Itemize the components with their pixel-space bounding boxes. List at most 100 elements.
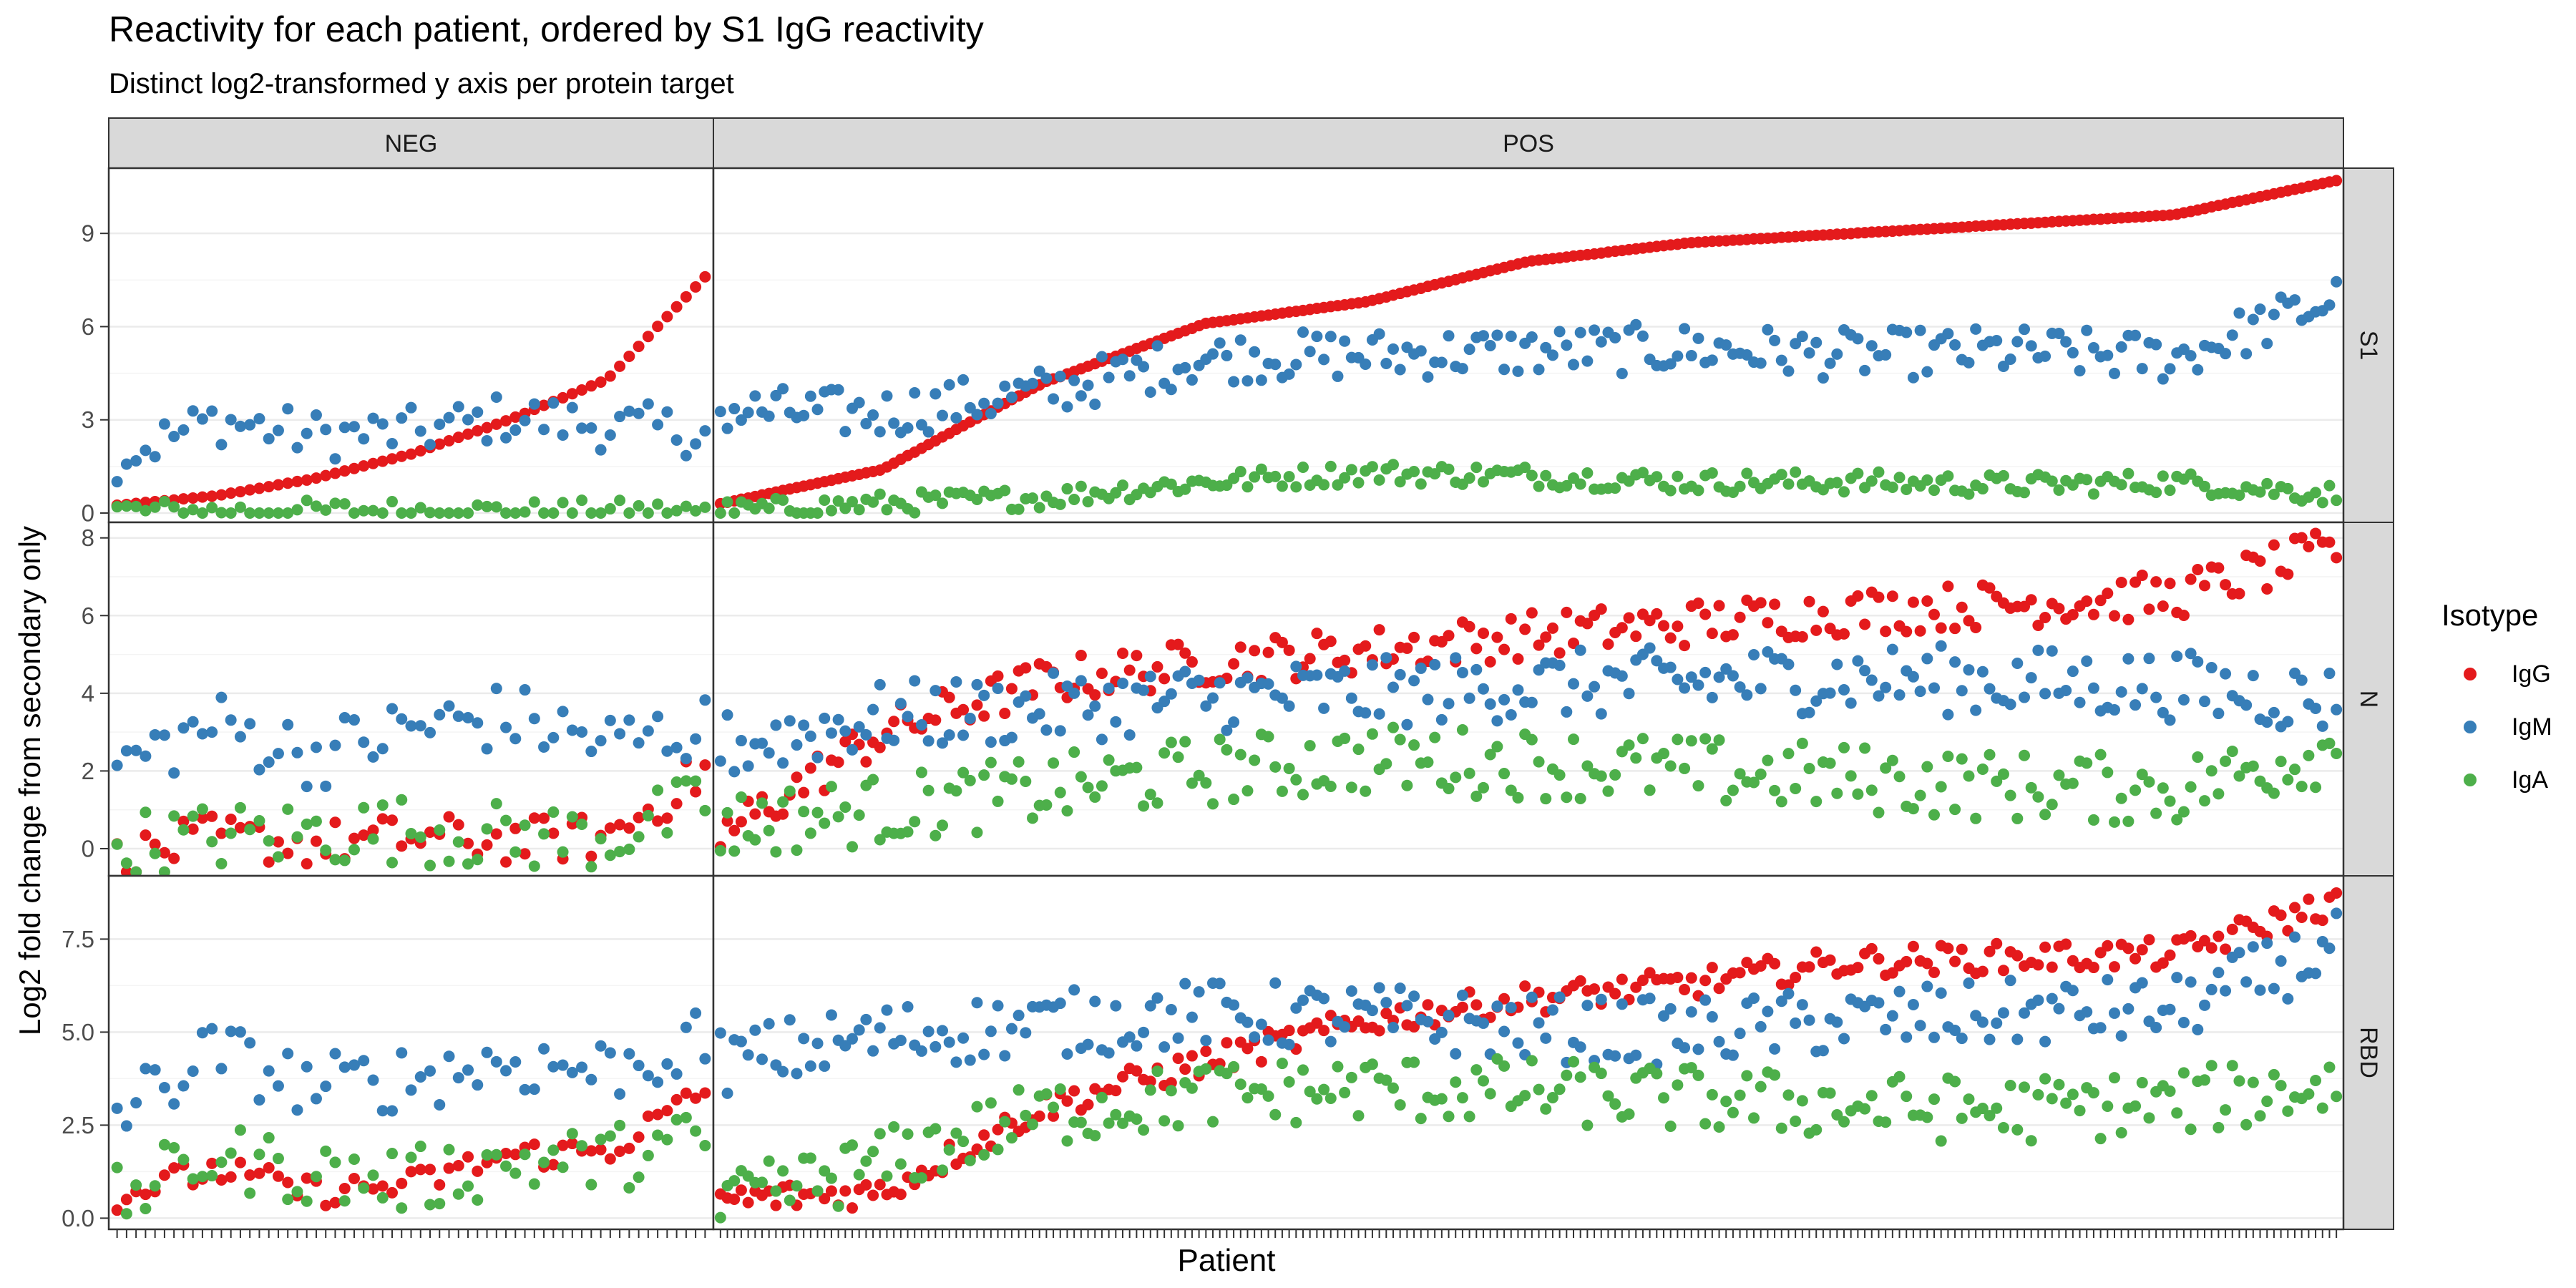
point-iga [909, 816, 921, 828]
point-iga [804, 1152, 816, 1164]
point-igm [2004, 353, 2016, 366]
point-igm [985, 407, 997, 419]
point-iga [2011, 812, 2024, 824]
point-igm [2157, 373, 2169, 385]
point-igm [1512, 365, 1524, 377]
point-iga [2268, 1068, 2280, 1080]
point-iga [310, 500, 322, 512]
point-igg [405, 1166, 417, 1178]
point-igm [2310, 967, 2322, 980]
point-iga [338, 854, 351, 867]
point-igm [2323, 299, 2336, 311]
point-igm [847, 743, 858, 756]
point-iga [282, 507, 294, 519]
point-igg [2032, 959, 2044, 971]
point-igg [2185, 930, 2197, 942]
point-igg [2102, 940, 2114, 952]
point-igg [386, 1186, 398, 1199]
point-iga [1443, 463, 1455, 475]
point-iga [434, 1198, 446, 1210]
point-igm [749, 390, 761, 402]
point-igm [652, 711, 664, 723]
point-igm [1692, 679, 1704, 691]
point-igg [329, 816, 341, 829]
point-igm [1082, 1038, 1094, 1050]
point-igg [1803, 961, 1815, 973]
point-igm [301, 427, 313, 439]
point-iga [1595, 770, 1607, 782]
y-tick-label: 0 [82, 499, 94, 526]
point-igg [777, 808, 789, 820]
point-iga [825, 781, 837, 793]
point-iga [2129, 784, 2142, 796]
point-igm [1020, 690, 1032, 702]
point-iga [2247, 1076, 2259, 1088]
point-iga [1373, 474, 1385, 486]
point-igg [234, 486, 246, 498]
point-igm [111, 759, 123, 771]
point-igm [2115, 341, 2127, 353]
point-iga [1138, 800, 1150, 812]
point-igg [320, 1199, 332, 1211]
point-igm [1664, 1002, 1677, 1015]
point-igm [699, 425, 711, 437]
point-igg [1935, 622, 1947, 634]
point-igg [367, 1183, 379, 1195]
point-iga [1644, 784, 1656, 796]
point-iga [699, 1140, 711, 1152]
point-igm [1616, 998, 1628, 1010]
point-iga [1623, 1108, 1635, 1120]
point-igm [922, 1025, 935, 1038]
point-igg [443, 811, 455, 823]
point-iga [272, 507, 284, 519]
point-igm [749, 1024, 761, 1036]
point-igg [847, 1202, 858, 1214]
point-igg [434, 438, 446, 450]
point-iga [358, 504, 370, 517]
point-igm [500, 721, 512, 733]
point-igm [1533, 364, 1545, 376]
point-igm [1491, 329, 1503, 341]
point-igm [158, 418, 170, 430]
point-iga [1976, 1103, 1989, 1115]
point-igm [1387, 1021, 1399, 1033]
point-igm [1339, 665, 1351, 677]
point-igm [557, 1059, 569, 1071]
point-igm [784, 715, 796, 727]
point-igm [2136, 363, 2148, 375]
point-iga [414, 502, 426, 514]
point-igg [234, 821, 246, 834]
point-igm [2143, 653, 2155, 665]
point-igg [1991, 937, 2003, 950]
point-igg [1706, 628, 1718, 640]
point-igm [1478, 1017, 1489, 1029]
point-igg [396, 450, 408, 462]
point-iga [1054, 1083, 1066, 1095]
point-igm [784, 1014, 796, 1026]
point-iga [1283, 471, 1295, 483]
point-igg [1255, 1055, 1267, 1068]
point-iga [367, 1169, 379, 1181]
point-igm [2136, 683, 2148, 695]
point-igm [2060, 684, 2072, 696]
point-igm [187, 405, 199, 417]
point-igm [1664, 661, 1677, 673]
point-igm [1748, 992, 1760, 1004]
point-igm [1803, 347, 1815, 359]
column-strips: NEG POS [108, 117, 2344, 169]
point-iga [1179, 736, 1191, 748]
point-igm [490, 391, 502, 404]
point-igg [623, 822, 635, 834]
point-igm [860, 1013, 872, 1025]
point-igg [1228, 658, 1240, 670]
point-igm [2087, 342, 2099, 354]
point-igg [158, 847, 170, 859]
point-igm [1685, 350, 1697, 362]
point-igg [1498, 643, 1511, 655]
point-iga [329, 1156, 341, 1169]
point-igg [1970, 622, 1982, 634]
point-iga [1366, 461, 1378, 473]
point-iga [623, 507, 635, 519]
point-iga [1456, 724, 1468, 736]
